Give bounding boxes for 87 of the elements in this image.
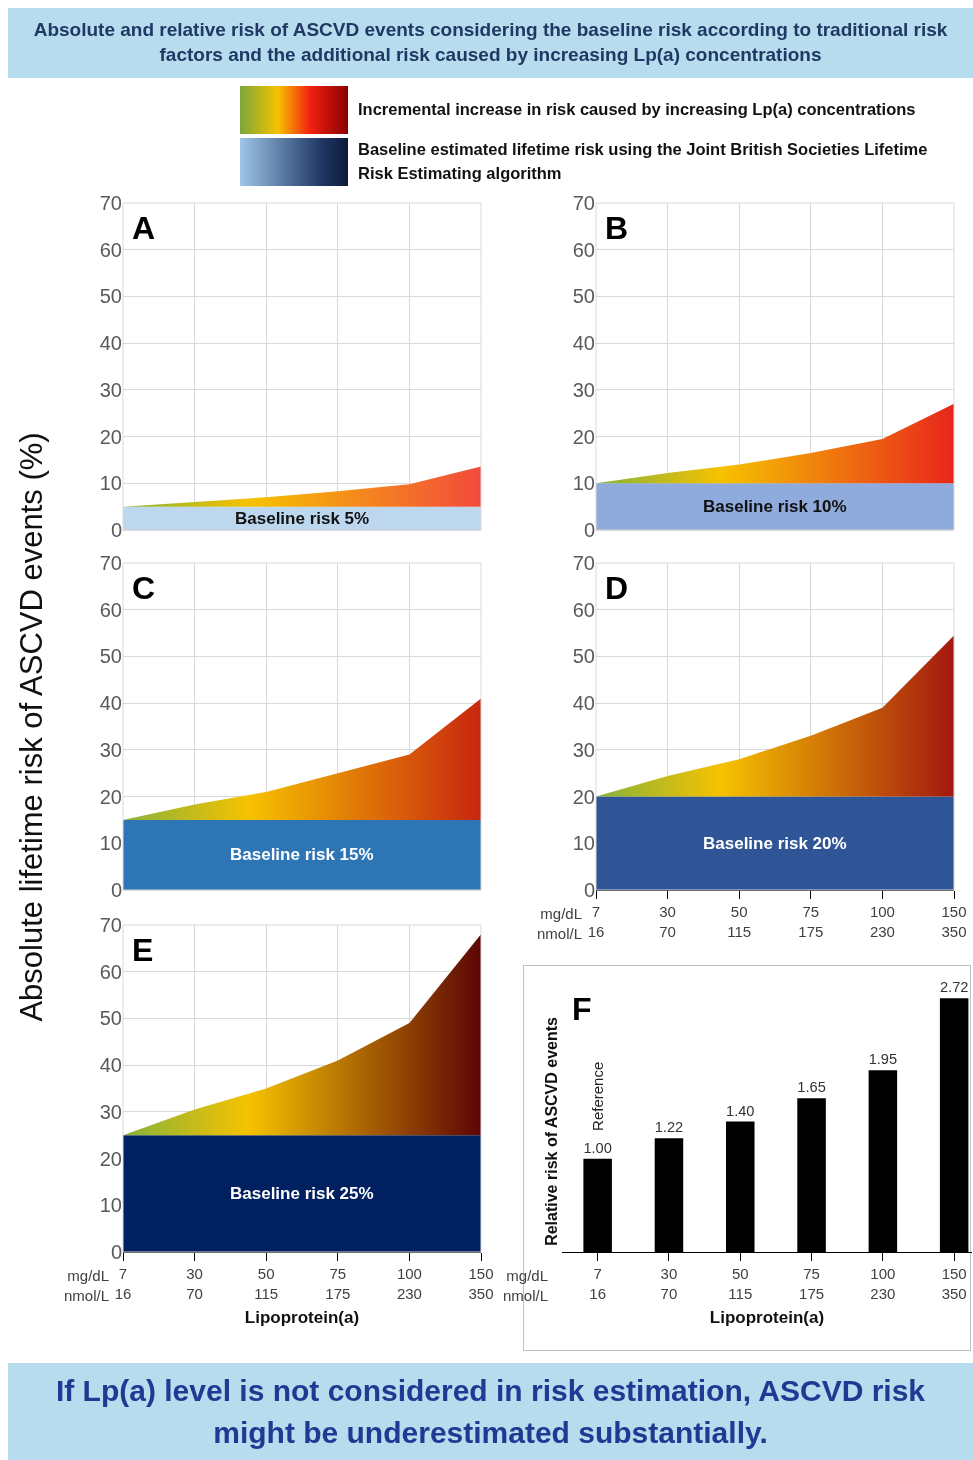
y-tick-label: 0 [583, 879, 595, 901]
series-label: Baseline risk 5% [235, 509, 370, 528]
chart-title: D [605, 570, 629, 606]
y-tick-label: 30 [572, 378, 595, 401]
x-tick-label: 50 115 [727, 903, 752, 940]
text: Incremental increase in risk caused by increasing Lp(a) concentrations [358, 99, 916, 121]
y-tick-label: 50 [99, 645, 122, 668]
y-tick-label: 30 [99, 738, 122, 761]
series-label: Baseline risk 25% [230, 1184, 374, 1203]
chart-title: A [132, 210, 156, 246]
chart-title: E [132, 932, 154, 968]
y-tick-label: 0 [110, 1241, 122, 1263]
y-tick-label: 10 [99, 832, 122, 855]
x-tick-label: 50 115 [728, 1265, 753, 1302]
chart-title: C [132, 570, 156, 606]
chart-title: B [605, 210, 629, 246]
x-tick-label: 50 115 [254, 1265, 279, 1302]
series-label: Baseline risk 15% [230, 845, 374, 864]
y-tick-label: 60 [99, 238, 122, 261]
y-tick-label: 70 [572, 192, 595, 214]
y-tick-label: 10 [572, 832, 595, 855]
y-tick-label: 0 [583, 519, 595, 541]
data-label: 2.72 [939, 979, 969, 996]
data-label: 1.40 [726, 1102, 755, 1119]
x-tick-label: 30 70 [659, 903, 676, 940]
y-tick-label: 0 [110, 519, 122, 541]
x-tick-label: 7 16 [587, 903, 605, 940]
x-tick-label: 100 230 [396, 1265, 422, 1302]
data-label: 1.22 [654, 1119, 684, 1136]
x-tick-label: 30 70 [186, 1265, 203, 1302]
y-tick-label: 40 [572, 332, 595, 355]
text: mg/dL nmol/L [64, 1267, 110, 1304]
y-tick-label: 0 [110, 879, 122, 901]
y-tick-label: 60 [572, 238, 595, 261]
chart-title: F [572, 991, 592, 1027]
x-tick-label: 7 16 [589, 1265, 606, 1302]
y-tick-label: 60 [99, 960, 122, 983]
annotation: Reference [589, 1061, 607, 1131]
x-tick-label: 75 175 [798, 903, 824, 940]
y-tick-label: 50 [99, 285, 122, 308]
y-tick-label: 20 [99, 425, 122, 448]
y-tick-label: 50 [572, 285, 595, 308]
x-tick-label: 150 350 [468, 1265, 494, 1302]
data-label: 1.95 [868, 1051, 898, 1068]
x-tick-label: 30 70 [660, 1265, 678, 1302]
y-tick-label: 10 [99, 1194, 122, 1217]
y-tick-label: 40 [99, 1054, 122, 1077]
x-tick-label: 75 175 [799, 1265, 825, 1302]
y-tick-label: 40 [99, 692, 122, 715]
y-tick-label: 40 [99, 332, 122, 355]
y-tick-label: 30 [99, 1100, 122, 1123]
y-tick-label: 10 [99, 472, 122, 495]
y-tick-label: 20 [572, 785, 595, 808]
y-tick-label: 20 [99, 1147, 122, 1170]
text: mg/dL nmol/L [503, 1267, 549, 1304]
y-tick-label: 70 [99, 552, 122, 574]
y-tick-label: 70 [99, 914, 122, 936]
x-tick-label: 150 350 [941, 1265, 967, 1302]
y-tick-label: 30 [99, 378, 122, 401]
y-tick-label: 70 [572, 552, 595, 574]
y-tick-label: 50 [99, 1007, 122, 1030]
y-tick-label: 40 [572, 692, 595, 715]
x-tick-label: 150 350 [941, 903, 967, 940]
y-tick-label: 60 [572, 598, 595, 621]
text: Absolute and relative risk of ASCVD events considering the baseline risk according to traditional risk factors and the additional risk caused by increasing Lp(a) concentrations [8, 8, 973, 78]
x-axis-title: Lipoprotein(a) [244, 1307, 360, 1327]
data-label: 1.00 [583, 1139, 612, 1156]
y-tick-label: 50 [572, 645, 595, 668]
x-tick-label: 7 16 [114, 1265, 132, 1302]
y-tick-label: 10 [572, 472, 595, 495]
text: Baseline estimated lifetime risk using the Joint British Societies Lifetime Risk Estimating algorithm [358, 139, 929, 184]
x-axis-title: Lipoprotein(a) [709, 1307, 825, 1327]
y-tick-label: 70 [99, 192, 122, 214]
y-axis-title: Absolute lifetime risk of ASCVD events (%) [14, 431, 50, 1022]
text: mg/dL nmol/L [537, 905, 583, 942]
x-tick-label: 100 230 [870, 1265, 896, 1302]
series-label: Baseline risk 10% [703, 497, 847, 516]
y-tick-label: 20 [99, 785, 122, 808]
text: If Lp(a) level is not considered in risk estimation, ASCVD risk might be underestimated substantially. [8, 1363, 973, 1460]
x-tick-label: 100 230 [869, 903, 895, 940]
x-tick-label: 75 175 [325, 1265, 351, 1302]
y-axis-title: Relative risk of ASCVD events [543, 1016, 561, 1246]
data-label: 1.65 [797, 1079, 826, 1096]
y-tick-label: 30 [572, 738, 595, 761]
series-label: Baseline risk 20% [703, 834, 847, 853]
y-tick-label: 60 [99, 598, 122, 621]
y-tick-label: 20 [572, 425, 595, 448]
